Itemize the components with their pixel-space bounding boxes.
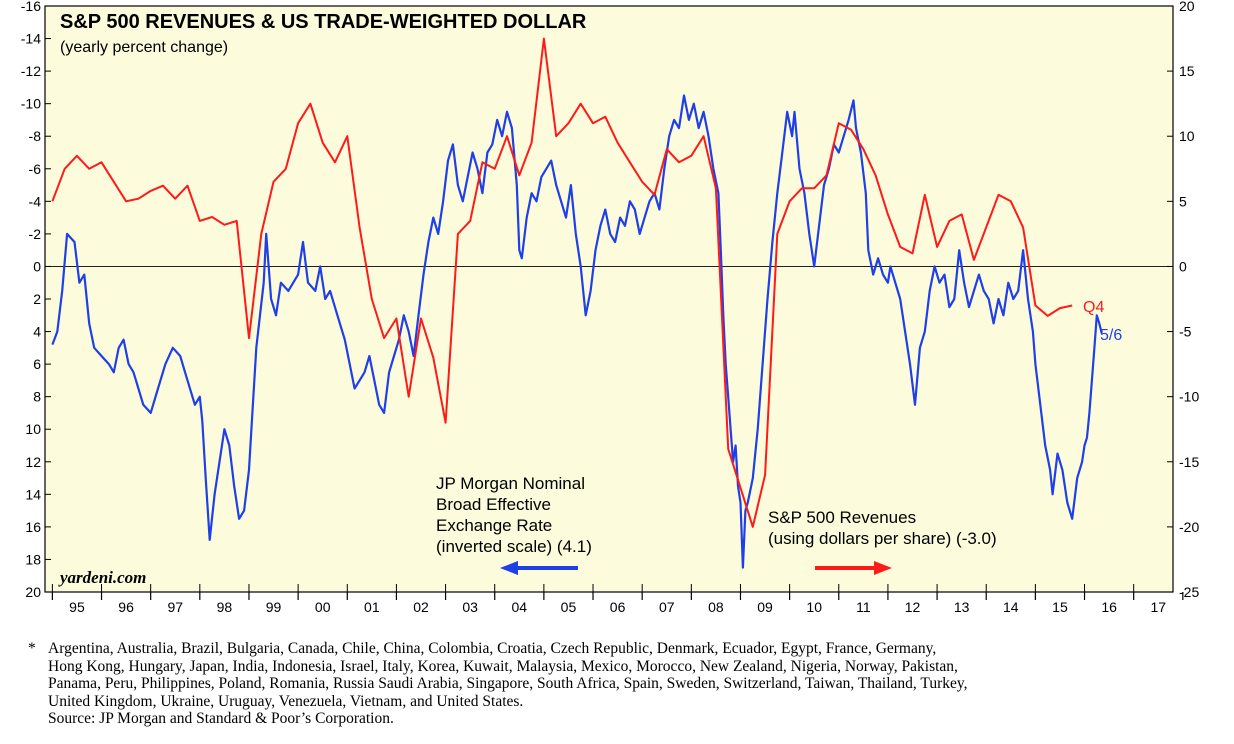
left-axis-tick-label: 18 (25, 551, 41, 567)
x-axis-tick-label: 17 (1150, 599, 1166, 615)
right-axis-tick-label: 10 (1179, 128, 1195, 144)
footnote-line: Panama, Peru, Philippines, Poland, Roman… (48, 675, 968, 692)
legend-red-line-1: S&P 500 Revenues (768, 508, 916, 527)
footnote-line: Hong Kong, Hungary, Japan, India, Indone… (48, 657, 958, 675)
right-axis-tick-label: -25 (1179, 584, 1199, 600)
x-axis-tick-label: 95 (69, 599, 85, 615)
x-axis-tick-label: 06 (610, 599, 626, 615)
footnote-source: Source: JP Morgan and Standard & Poor’s … (48, 710, 394, 727)
x-axis-tick-label: 15 (1052, 599, 1068, 615)
x-axis-tick-label: 00 (315, 599, 331, 615)
x-axis-tick-label: 12 (905, 599, 921, 615)
left-axis-tick-label: -4 (29, 193, 42, 209)
right-axis-tick-label: -5 (1179, 324, 1192, 340)
left-axis-tick-label: -14 (21, 31, 41, 47)
x-axis-tick-label: 10 (806, 599, 822, 615)
footnote-line: United Kingdom, Ukraine, Uruguay, Venezu… (48, 692, 524, 710)
left-axis-tick-label: 6 (33, 356, 41, 372)
footnote-line: Argentina, Australia, Brazil, Bulgaria, … (48, 640, 937, 657)
footnote-asterisk: * (28, 640, 36, 657)
left-axis-tick-label: -10 (21, 96, 41, 112)
left-axis-tick-label: 14 (25, 486, 41, 502)
x-axis-tick-label: 02 (413, 599, 429, 615)
x-axis-tick-label: 11 (856, 599, 871, 615)
x-axis-tick-label: 16 (1101, 599, 1117, 615)
legend-blue-line-1: JP Morgan Nominal (436, 474, 585, 493)
left-axis-tick-label: -6 (29, 161, 42, 177)
left-axis-tick-label: 16 (25, 519, 41, 535)
right-axis-tick-label: 20 (1179, 0, 1195, 14)
right-axis-tick-label: 5 (1179, 193, 1187, 209)
legend-blue-line-2: Broad Effective (436, 495, 551, 514)
x-axis-tick-label: 13 (954, 599, 970, 615)
right-axis-tick-label: -20 (1179, 519, 1199, 535)
watermark: yardeni.com (58, 568, 146, 587)
end-label-date: 5/6 (1100, 327, 1122, 344)
x-axis-tick-label: 09 (757, 599, 773, 615)
plot-area (44, 5, 1174, 593)
left-axis-tick-label: 12 (25, 454, 41, 470)
left-axis-tick-label: 0 (33, 258, 41, 274)
x-axis-tick-label: 99 (266, 599, 282, 615)
chart-title: S&P 500 REVENUES & US TRADE-WEIGHTED DOL… (60, 11, 587, 33)
legend-arrow-blue-head (500, 561, 518, 575)
footnote: * Argentina, Australia, Brazil, Bulgaria… (28, 640, 1208, 728)
left-axis-tick-label: 20 (25, 584, 41, 600)
x-axis-tick-label: 01 (364, 599, 380, 615)
legend-red-line-2: (using dollars per share) (-3.0) (768, 529, 997, 548)
exchange-rate-line (51, 94, 1103, 569)
x-axis-tick-label: 05 (561, 599, 577, 615)
x-axis-tick-label: 14 (1003, 599, 1019, 615)
left-axis-tick-label: 10 (25, 421, 41, 437)
x-axis-tick-label: 98 (217, 599, 233, 615)
left-axis-tick-label: -12 (21, 63, 41, 79)
right-axis-tick-label: 0 (1179, 258, 1187, 274)
end-label-q4: Q4 (1083, 299, 1104, 316)
left-axis-tick-label: 8 (33, 389, 41, 405)
legend-blue-line-4: (inverted scale) (4.1) (436, 537, 592, 556)
legend-arrow-red-head (874, 561, 892, 575)
left-axis-tick-label: -16 (21, 0, 41, 14)
right-axis-tick-label: 15 (1179, 63, 1195, 79)
x-axis-tick-label: 08 (708, 599, 724, 615)
x-axis-tick-label: 97 (167, 599, 183, 615)
legend-blue-line-3: Exchange Rate (436, 516, 552, 535)
left-axis-tick-label: 4 (33, 324, 41, 340)
chart-subtitle: (yearly percent change) (60, 39, 228, 56)
x-axis-tick-label: 04 (512, 599, 528, 615)
x-axis-tick-label: 07 (659, 599, 675, 615)
right-axis-tick-label: -15 (1179, 454, 1199, 470)
left-axis-tick-label: -8 (29, 128, 42, 144)
left-axis-tick-label: -2 (29, 226, 42, 242)
sp500-revenues-line (51, 37, 1073, 528)
x-axis-tick-label: 96 (118, 599, 134, 615)
left-axis-tick-label: 2 (33, 291, 41, 307)
x-axis-tick-label: 03 (462, 599, 478, 615)
right-axis-tick-label: -10 (1179, 389, 1199, 405)
